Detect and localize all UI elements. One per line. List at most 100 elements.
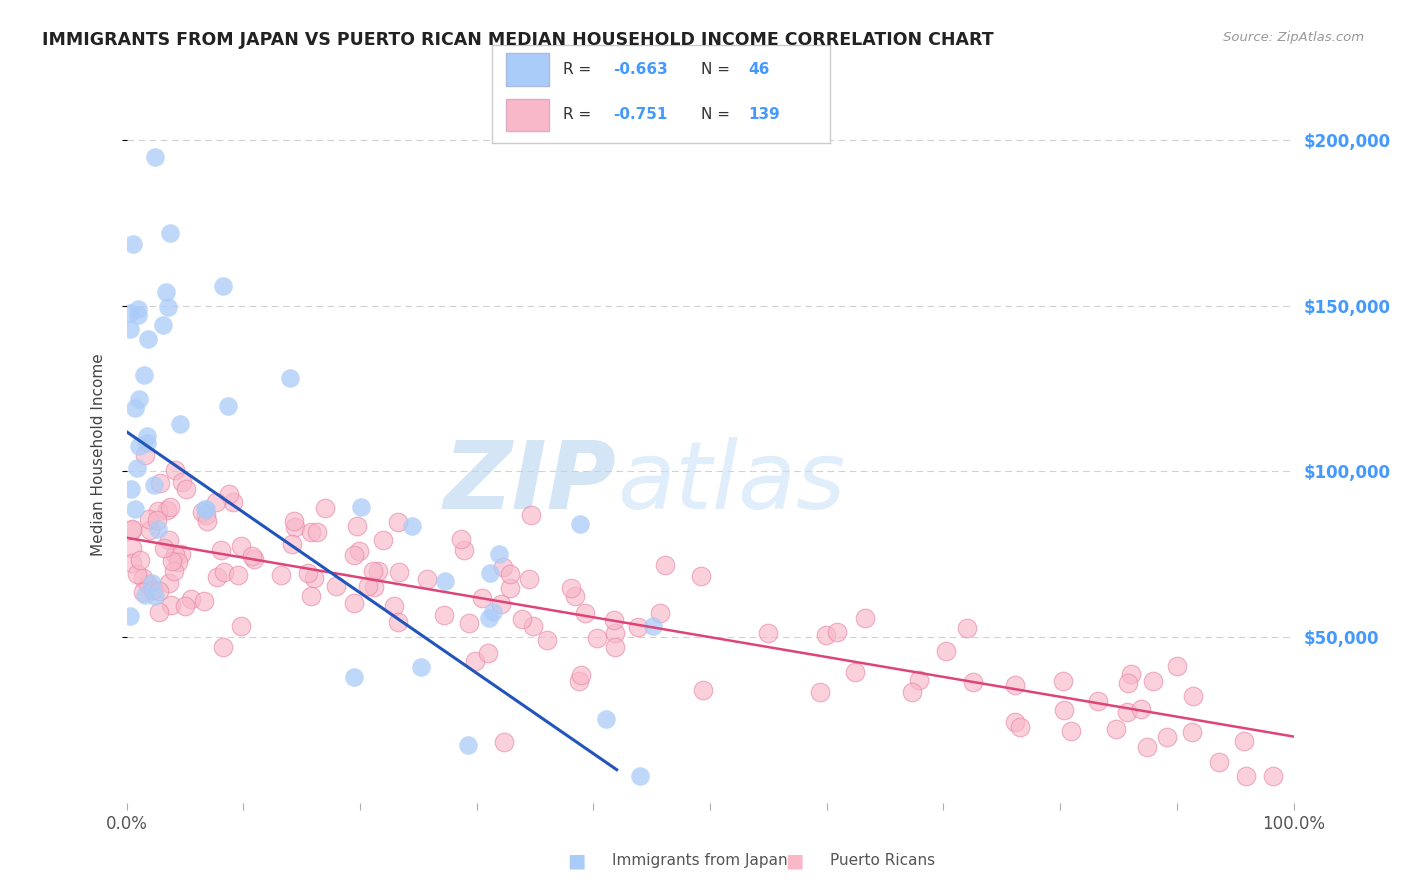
Text: -0.751: -0.751 xyxy=(613,107,668,122)
Point xyxy=(641,619,664,633)
Text: atlas: atlas xyxy=(617,437,845,528)
Point xyxy=(1053,703,1076,717)
Point xyxy=(127,308,149,322)
Point xyxy=(756,626,779,640)
Point xyxy=(165,548,187,562)
Point xyxy=(156,301,179,315)
Point xyxy=(1142,673,1164,688)
Text: Immigrants from Japan: Immigrants from Japan xyxy=(612,854,787,868)
Point xyxy=(373,533,395,547)
Point xyxy=(141,575,163,590)
Point xyxy=(212,278,235,293)
Point xyxy=(478,566,501,580)
Point xyxy=(692,683,714,698)
Point xyxy=(148,584,170,599)
Point xyxy=(603,625,626,640)
Point xyxy=(211,640,233,655)
Point xyxy=(297,566,319,580)
Point xyxy=(205,570,228,584)
Point xyxy=(314,500,336,515)
Point xyxy=(135,429,157,443)
Point xyxy=(159,226,181,240)
Point xyxy=(121,523,143,537)
Point xyxy=(477,646,499,660)
Point xyxy=(129,552,152,566)
Point xyxy=(170,547,193,561)
Point xyxy=(1004,715,1026,730)
Point xyxy=(363,580,385,594)
Point xyxy=(595,712,617,726)
Point xyxy=(174,483,197,497)
Point xyxy=(844,665,866,680)
Point xyxy=(124,401,146,415)
Point xyxy=(127,301,149,316)
Point xyxy=(212,565,235,579)
Point xyxy=(139,523,162,537)
Point xyxy=(1129,702,1152,716)
Point xyxy=(136,333,159,347)
Point xyxy=(299,590,322,604)
Point xyxy=(520,508,543,522)
Point xyxy=(118,306,141,320)
Point xyxy=(121,522,143,536)
Point xyxy=(908,673,931,688)
Point xyxy=(148,605,170,619)
Point xyxy=(221,495,243,509)
Point xyxy=(195,514,218,528)
Point xyxy=(574,606,596,620)
Point xyxy=(488,547,510,561)
Point xyxy=(284,520,307,534)
Point xyxy=(453,542,475,557)
Point xyxy=(1166,659,1188,673)
Point xyxy=(434,574,457,589)
Point xyxy=(193,594,215,608)
Point xyxy=(1087,694,1109,708)
Point xyxy=(401,519,423,533)
Point xyxy=(1052,673,1074,688)
Point xyxy=(134,448,156,462)
Point xyxy=(229,540,252,554)
Text: Puerto Ricans: Puerto Ricans xyxy=(830,854,935,868)
Point xyxy=(157,533,180,547)
Point xyxy=(458,615,481,630)
Text: ■: ■ xyxy=(567,851,586,871)
Point xyxy=(142,583,165,598)
Point xyxy=(471,591,494,605)
Point xyxy=(343,669,366,683)
Point xyxy=(281,537,304,551)
Point xyxy=(278,371,301,385)
Point xyxy=(218,486,240,500)
Point xyxy=(482,605,505,619)
Point xyxy=(499,581,522,595)
Point xyxy=(564,589,586,603)
Point xyxy=(367,564,389,578)
Point xyxy=(228,568,250,582)
Point xyxy=(325,579,347,593)
Point xyxy=(1004,678,1026,692)
Point xyxy=(149,475,172,490)
Point xyxy=(160,553,183,567)
Point xyxy=(120,482,142,496)
Point xyxy=(121,556,143,570)
Text: 46: 46 xyxy=(748,62,770,77)
Point xyxy=(155,285,177,299)
Y-axis label: Median Household Income: Median Household Income xyxy=(91,353,105,557)
Point xyxy=(956,621,979,635)
Point xyxy=(159,500,181,515)
Point xyxy=(156,503,179,517)
Point xyxy=(347,543,370,558)
Text: N =: N = xyxy=(702,62,730,77)
Point xyxy=(118,609,141,624)
Point xyxy=(382,599,405,613)
Point xyxy=(194,502,217,516)
Point xyxy=(464,654,486,668)
Point xyxy=(1263,769,1285,783)
Point xyxy=(568,517,591,532)
Point xyxy=(1181,725,1204,739)
Point xyxy=(1104,723,1126,737)
Point xyxy=(585,631,607,645)
Point xyxy=(299,525,322,540)
Point xyxy=(138,512,160,526)
Text: -0.663: -0.663 xyxy=(613,62,668,77)
Point xyxy=(169,417,191,432)
